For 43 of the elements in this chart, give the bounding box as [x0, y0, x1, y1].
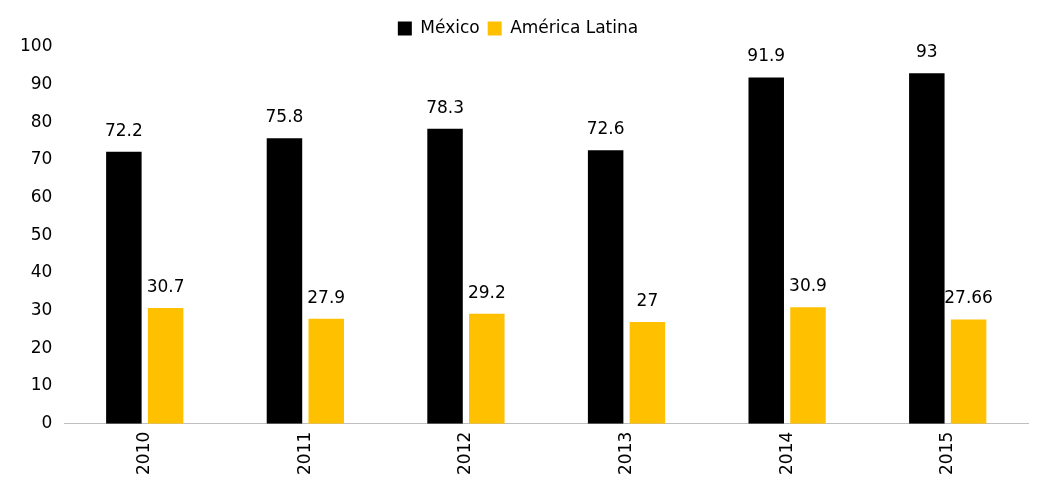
- data-label: 91.9: [747, 45, 786, 66]
- data-label: 72.6: [586, 118, 625, 139]
- y-tick-label: 50: [30, 223, 53, 244]
- y-tick-label: 90: [30, 73, 53, 94]
- bar: [748, 77, 784, 424]
- x-tick-label: 2014: [775, 431, 796, 475]
- data-label: 93: [916, 41, 938, 62]
- data-label: 27.9: [307, 286, 346, 307]
- y-tick-label: 100: [19, 35, 53, 56]
- bar: [308, 318, 344, 424]
- bar: [266, 138, 303, 424]
- y-tick-label: 20: [30, 336, 53, 357]
- y-tick-label: 70: [30, 148, 53, 169]
- data-label: 30.9: [789, 275, 827, 296]
- bar: [106, 151, 142, 424]
- x-tick-label: 2010: [133, 431, 154, 475]
- x-tick-label: 2015: [936, 431, 957, 475]
- bar: [427, 128, 463, 424]
- data-label: 72.2: [104, 119, 143, 140]
- bar: [587, 150, 624, 424]
- bar: [629, 322, 666, 424]
- data-label: 27.66: [944, 287, 993, 308]
- x-tick-label: 2013: [614, 431, 635, 475]
- bar: [147, 308, 184, 424]
- data-label: 78.3: [426, 96, 464, 117]
- y-tick-label: 30: [30, 299, 53, 320]
- bar: [469, 313, 505, 424]
- x-tick-label: 2012: [454, 431, 475, 475]
- data-label: 27: [636, 289, 659, 310]
- data-label: 30.7: [146, 276, 185, 296]
- y-tick-label: 60: [30, 186, 53, 207]
- legend-label: México: [420, 16, 480, 37]
- y-tick-label: 80: [30, 110, 53, 131]
- y-tick-label: 0: [41, 412, 53, 433]
- legend-label: América Latina: [510, 16, 639, 37]
- data-label: 75.8: [265, 106, 304, 127]
- x-tick-label: 2011: [293, 431, 314, 475]
- bar: [909, 73, 945, 424]
- bar: [790, 307, 826, 424]
- bar: [950, 319, 987, 424]
- data-label: 29.2: [467, 281, 506, 302]
- y-tick-label: 10: [30, 374, 53, 395]
- y-tick-label: 40: [30, 261, 53, 282]
